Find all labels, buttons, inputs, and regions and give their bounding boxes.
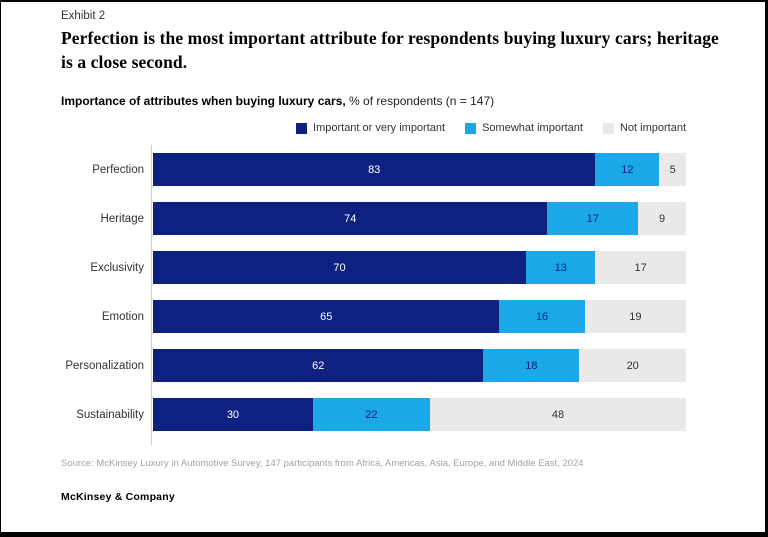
stacked-bar-chart: Perfection 83 12 5 Heritage 74 17 9 Exclusivity 7… xyxy=(61,145,686,445)
chart-subtitle-rest: % of respondents (n = 147) xyxy=(345,94,495,108)
bar-segment: 20 xyxy=(579,349,686,382)
bar-segment: 65 xyxy=(153,300,500,333)
page-title: Perfection is the most important attribu… xyxy=(61,28,719,73)
bar-segment: 12 xyxy=(595,153,660,186)
category-label: Emotion xyxy=(101,310,144,323)
legend-swatch-icon xyxy=(465,122,477,134)
source-note: Source: McKinsey Luxury in Automotive Su… xyxy=(61,458,584,469)
bar-row: Perfection 83 12 5 xyxy=(61,145,686,194)
bar-segment: 62 xyxy=(153,349,484,382)
legend-swatch-icon xyxy=(296,122,308,134)
bar-segment: 70 xyxy=(153,251,527,284)
exhibit-label: Exhibit 2 xyxy=(61,10,106,22)
legend-item: Somewhat important xyxy=(465,122,583,134)
bar-row: Sustainability 30 22 48 xyxy=(61,390,686,439)
category-label: Exclusivity xyxy=(90,261,144,274)
bar-track: 83 12 5 xyxy=(153,153,686,186)
bar-segment: 48 xyxy=(430,398,686,431)
bar-track: 30 22 48 xyxy=(153,398,686,431)
bar-segment: 22 xyxy=(312,398,431,431)
bar-row: Emotion 65 16 19 xyxy=(61,292,686,341)
legend-item: Not important xyxy=(602,122,686,134)
bar-segment: 5 xyxy=(659,153,686,186)
bar-segment: 18 xyxy=(483,349,580,382)
legend-swatch-icon xyxy=(602,122,614,134)
bar-segment: 17 xyxy=(547,202,639,235)
category-label: Perfection xyxy=(92,163,144,176)
legend-label: Somewhat important xyxy=(482,122,583,134)
bar-track: 65 16 19 xyxy=(153,300,686,333)
bar-segment: 19 xyxy=(584,300,686,333)
bar-segment: 30 xyxy=(153,398,313,431)
legend-label: Not important xyxy=(619,122,686,134)
chart-subtitle-bold: Importance of attributes when buying lux… xyxy=(61,94,346,108)
category-label: Heritage xyxy=(100,212,144,225)
bar-segment: 17 xyxy=(595,251,686,284)
chart-subtitle: Importance of attributes when buying lux… xyxy=(61,94,721,108)
bar-row: Heritage 74 17 9 xyxy=(61,194,686,243)
legend-item: Important or very important xyxy=(296,122,445,134)
bar-segment: 13 xyxy=(526,251,596,284)
bar-segment: 83 xyxy=(153,153,596,186)
bar-segment: 9 xyxy=(638,202,686,235)
bar-row: Personalization 62 18 20 xyxy=(61,341,686,390)
legend-label: Important or very important xyxy=(313,122,446,134)
bar-segment: 16 xyxy=(499,300,585,333)
category-label: Personalization xyxy=(65,359,144,372)
chart-legend: Important or very important Somewhat impo… xyxy=(61,122,686,134)
bar-track: 74 17 9 xyxy=(153,202,686,235)
bar-row: Exclusivity 70 13 17 xyxy=(61,243,686,292)
y-axis-line xyxy=(151,145,152,445)
category-label: Sustainability xyxy=(76,408,144,421)
bar-track: 62 18 20 xyxy=(153,349,686,382)
bar-segment: 74 xyxy=(153,202,548,235)
bar-track: 70 13 17 xyxy=(153,251,686,284)
mckinsey-logo: McKinsey & Company xyxy=(61,491,175,503)
